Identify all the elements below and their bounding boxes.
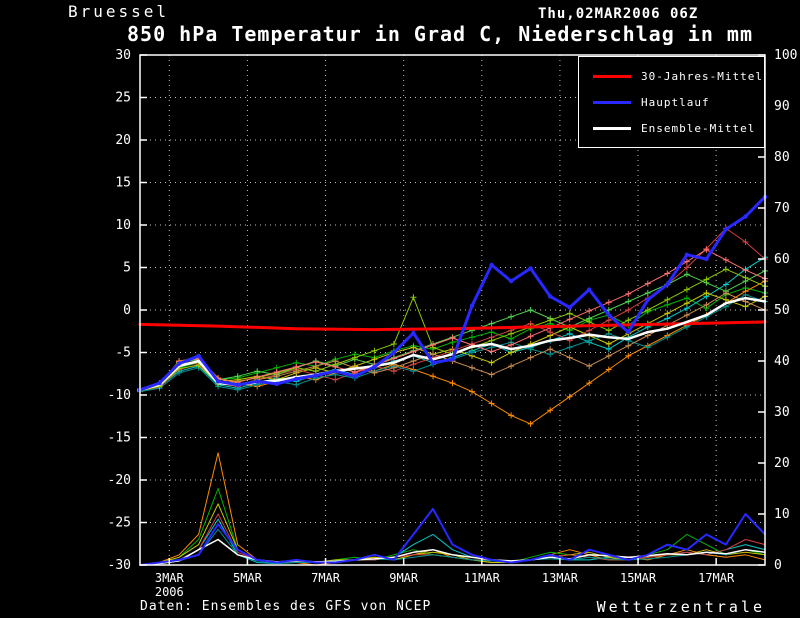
legend-box: 30-Jahres-Mittel Hauptlauf Ensemble-Mitt… (578, 56, 765, 148)
svg-text:-10: -10 (108, 388, 131, 403)
svg-text:100: 100 (774, 48, 797, 63)
svg-text:15MAR: 15MAR (620, 571, 657, 585)
run-datetime: Thu,02MAR2006 06Z (538, 6, 699, 22)
svg-text:-25: -25 (108, 516, 131, 531)
svg-text:60: 60 (774, 252, 790, 267)
svg-text:-20: -20 (108, 473, 131, 488)
svg-text:10: 10 (774, 507, 790, 522)
svg-text:3MAR: 3MAR (155, 571, 185, 585)
svg-text:10: 10 (115, 218, 131, 233)
data-source-text: Daten: Ensembles des GFS von NCEP (140, 599, 432, 614)
svg-text:15: 15 (115, 176, 131, 191)
svg-text:80: 80 (774, 150, 790, 165)
svg-text:-15: -15 (108, 431, 131, 446)
station-name: Bruessel (68, 2, 170, 21)
svg-text:5MAR: 5MAR (233, 571, 263, 585)
svg-text:0: 0 (774, 558, 782, 573)
legend-line-white (593, 126, 631, 130)
svg-text:-30: -30 (108, 558, 131, 573)
svg-text:17MAR: 17MAR (698, 571, 735, 585)
svg-text:9MAR: 9MAR (389, 571, 419, 585)
legend-line-red (593, 74, 631, 78)
svg-text:30: 30 (115, 48, 131, 63)
svg-text:25: 25 (115, 91, 131, 106)
svg-text:7MAR: 7MAR (311, 571, 341, 585)
svg-text:13MAR: 13MAR (542, 571, 579, 585)
svg-text:40: 40 (774, 354, 790, 369)
svg-text:90: 90 (774, 99, 790, 114)
legend-label: 30-Jahres-Mittel (641, 69, 763, 83)
svg-text:20: 20 (115, 133, 131, 148)
wetterzentrale-brand: Wetterzentrale (596, 598, 765, 616)
legend-line-blue (593, 100, 631, 104)
svg-text:70: 70 (774, 201, 790, 216)
legend-item-hauptlauf: Hauptlauf (579, 89, 764, 115)
svg-text:2006: 2006 (155, 585, 184, 599)
svg-text:11MAR: 11MAR (464, 571, 501, 585)
svg-text:30: 30 (774, 405, 790, 420)
legend-label: Hauptlauf (641, 95, 710, 109)
svg-text:5: 5 (123, 261, 131, 276)
svg-text:-5: -5 (115, 346, 131, 361)
legend-item-ensemble-mittel: Ensemble-Mittel (579, 115, 764, 141)
svg-text:50: 50 (774, 303, 790, 318)
svg-text:20: 20 (774, 456, 790, 471)
legend-item-30-jahres-mittel: 30-Jahres-Mittel (579, 63, 764, 89)
legend-label: Ensemble-Mittel (641, 121, 756, 135)
chart-title: 850 hPa Temperatur in Grad C, Niederschl… (127, 22, 753, 46)
svg-text:0: 0 (123, 303, 131, 318)
